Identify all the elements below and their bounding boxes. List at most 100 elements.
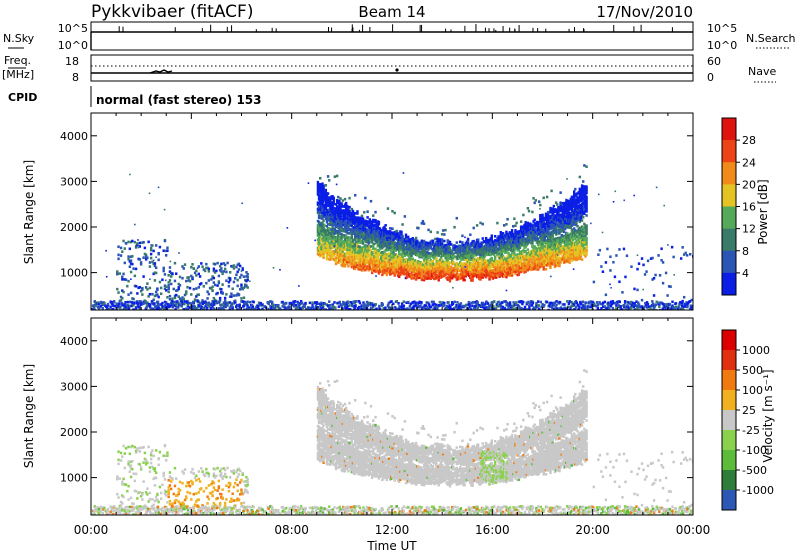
heatmap-cell: [463, 278, 466, 282]
heatmap-cell: [444, 261, 447, 264]
heatmap-cell: [426, 273, 429, 276]
heatmap-cell: [506, 273, 509, 277]
heatmap-cell: [137, 257, 140, 261]
heatmap-cell: [556, 264, 559, 267]
heatmap-cell: [324, 188, 328, 192]
heatmap-cell: [325, 220, 329, 224]
heatmap-cell: [121, 275, 124, 279]
heatmap-cell: [171, 297, 174, 300]
heatmap-cell: [684, 251, 687, 255]
heatmap-cell: [373, 242, 376, 246]
heatmap-cell: [576, 218, 579, 222]
heatmap-cell: [427, 241, 430, 245]
heatmap-cell: [661, 281, 665, 285]
heatmap-cell: [366, 265, 369, 268]
heatmap-cell: [510, 272, 514, 275]
heatmap-cell: [322, 184, 325, 188]
heatmap-cell: [541, 213, 544, 217]
heatmap-cell: [455, 216, 458, 220]
heatmap-cell: [507, 243, 510, 247]
heatmap-cell: [490, 242, 493, 246]
heatmap-cell: [367, 242, 370, 245]
heatmap-cell: [469, 233, 472, 237]
heatmap-cell: [524, 249, 527, 253]
heatmap-cell: [553, 251, 557, 254]
heatmap-cell: [325, 194, 329, 197]
heatmap-cell: [579, 255, 583, 258]
heatmap-cell: [522, 249, 525, 252]
sky-right-tick-top: 10^5: [707, 22, 737, 35]
heatmap-cell: [444, 228, 447, 232]
heatmap-cell: [560, 205, 563, 208]
heatmap-cell: [496, 221, 499, 225]
heatmap-cell: [360, 250, 364, 254]
heatmap-cell: [549, 235, 552, 239]
heatmap-cell: [554, 201, 558, 204]
heatmap-cell: [574, 237, 577, 240]
heatmap-cell: [512, 224, 515, 228]
heatmap-cell: [690, 298, 693, 302]
heatmap-cell: [167, 281, 170, 284]
heatmap-cell: [585, 189, 588, 193]
heatmap-cell: [667, 285, 671, 288]
heatmap-cell: [572, 227, 576, 230]
heatmap-cell: [123, 247, 127, 250]
heatmap-cell: [386, 265, 390, 268]
heatmap-cell: [238, 264, 242, 268]
heatmap-cell: [338, 232, 341, 236]
heatmap-cell: [434, 237, 437, 241]
heatmap-cell: [502, 224, 506, 227]
heatmap-cell: [420, 245, 423, 249]
heatmap-cell: [386, 230, 390, 233]
heatmap-cell: [166, 246, 169, 250]
heatmap-cell: [413, 259, 417, 262]
heatmap-cell: [566, 199, 569, 203]
heatmap-cell: [328, 200, 331, 203]
heatmap-cell: [490, 234, 493, 238]
heatmap-cell: [343, 238, 347, 241]
heatmap-cell: [411, 257, 414, 261]
heatmap-cell: [325, 241, 329, 244]
heatmap-cell: [480, 255, 483, 259]
heatmap-cell: [395, 229, 399, 233]
heatmap-cell: [537, 200, 541, 203]
heatmap-cell: [338, 250, 341, 254]
heatmap-cell: [142, 275, 145, 278]
heatmap-cell: [244, 283, 247, 287]
heatmap-cell: [470, 242, 473, 245]
heatmap-cell: [516, 244, 519, 248]
heatmap-cell: [383, 258, 386, 262]
heatmap-cell: [388, 227, 392, 230]
heatmap-cell: [531, 245, 534, 249]
heatmap-cell: [418, 276, 421, 279]
heatmap-cell: [458, 261, 462, 264]
heatmap-cell: [532, 220, 535, 223]
heatmap-cell: [359, 255, 363, 259]
heatmap-cell: [565, 209, 568, 212]
heatmap-cell: [317, 216, 321, 220]
heatmap-cell: [527, 228, 531, 232]
heatmap-cell: [222, 270, 226, 273]
heatmap-cell: [416, 239, 419, 243]
heatmap-cell: [338, 199, 341, 203]
heatmap-cell: [370, 253, 374, 256]
heatmap-cell: [392, 263, 395, 266]
heatmap-cell: [409, 262, 412, 266]
heatmap-cell: [422, 254, 426, 257]
heatmap-cell: [398, 242, 401, 246]
heatmap-cell: [340, 226, 343, 230]
heatmap-cell: [133, 240, 137, 244]
heatmap-cell: [357, 241, 360, 244]
heatmap-cell: [343, 248, 347, 252]
heatmap-cell: [488, 275, 491, 279]
heatmap-cell: [319, 176, 322, 180]
heatmap-cell: [407, 258, 410, 261]
heatmap-cell: [571, 238, 575, 242]
heatmap-cell: [146, 301, 149, 305]
heatmap-cell: [582, 236, 585, 240]
heatmap-cell: [134, 244, 138, 248]
heatmap-cell: [356, 212, 359, 215]
heatmap-cell: [143, 246, 147, 250]
heatmap-cell: [528, 234, 532, 238]
heatmap-cell: [430, 274, 434, 278]
